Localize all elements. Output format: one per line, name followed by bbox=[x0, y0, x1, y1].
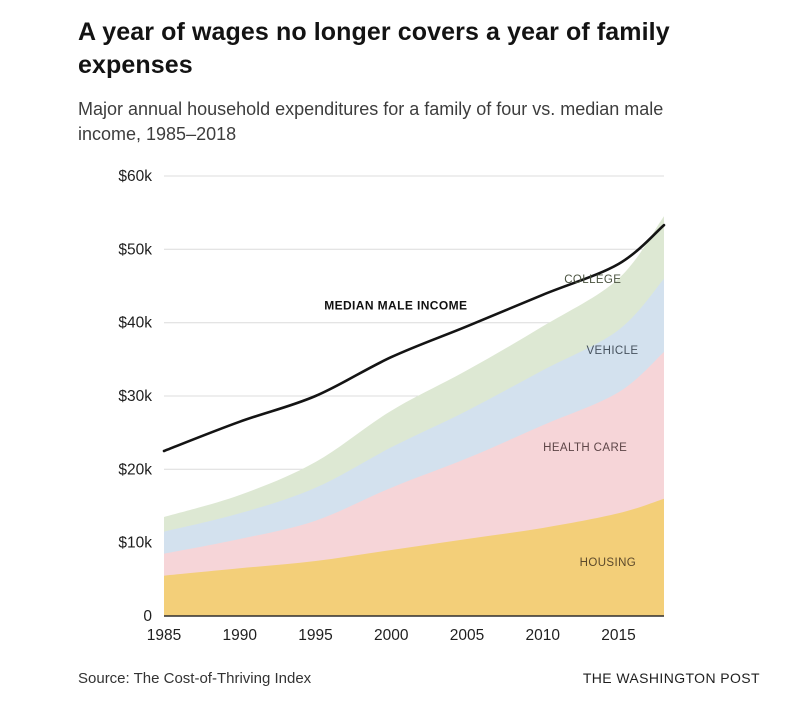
x-tick-label: 2005 bbox=[450, 627, 484, 644]
median-male-income-label: MEDIAN MALE INCOME bbox=[324, 299, 467, 313]
college-label: COLLEGE bbox=[564, 274, 621, 286]
y-tick-label: $20k bbox=[118, 462, 152, 479]
footer: Source: The Cost-of-Thriving Index THE W… bbox=[78, 670, 760, 687]
x-tick-label: 2000 bbox=[374, 627, 409, 644]
x-tick-label: 2015 bbox=[601, 627, 635, 644]
x-tick-label: 2010 bbox=[526, 627, 561, 644]
area-housing bbox=[164, 499, 664, 617]
housing-label: HOUSING bbox=[580, 557, 636, 569]
x-tick-label: 1985 bbox=[147, 627, 181, 644]
y-tick-label: 0 bbox=[143, 608, 152, 625]
y-tick-label: $30k bbox=[118, 388, 152, 405]
y-tick-label: $10k bbox=[118, 535, 152, 552]
x-tick-label: 1990 bbox=[223, 627, 258, 644]
source-note: Source: The Cost-of-Thriving Index bbox=[78, 670, 312, 688]
attribution: THE WASHINGTON POST bbox=[582, 670, 760, 687]
y-tick-label: $50k bbox=[118, 242, 152, 259]
page: A year of wages no longer covers a year … bbox=[78, 18, 760, 687]
health-care-label: HEALTH CARE bbox=[543, 442, 627, 454]
x-tick-label: 1995 bbox=[298, 627, 332, 644]
chart-area: 0 $10k $20k $30k $40k $50k $60k 1985 1990 1995 200… bbox=[104, 161, 760, 666]
vehicle-label: VEHICLE bbox=[586, 346, 638, 358]
median-male-income-line bbox=[162, 224, 666, 453]
chart-subtitle: Major annual household expenditures for … bbox=[78, 99, 664, 145]
y-tick-label: $60k bbox=[118, 168, 152, 185]
chart-title: A year of wages no longer covers a year … bbox=[78, 18, 670, 79]
expenditures-vs-income-chart: 0 $10k $20k $30k $40k $50k $60k 1985 1990 1995 200… bbox=[118, 168, 666, 644]
y-tick-label: $40k bbox=[118, 315, 152, 332]
